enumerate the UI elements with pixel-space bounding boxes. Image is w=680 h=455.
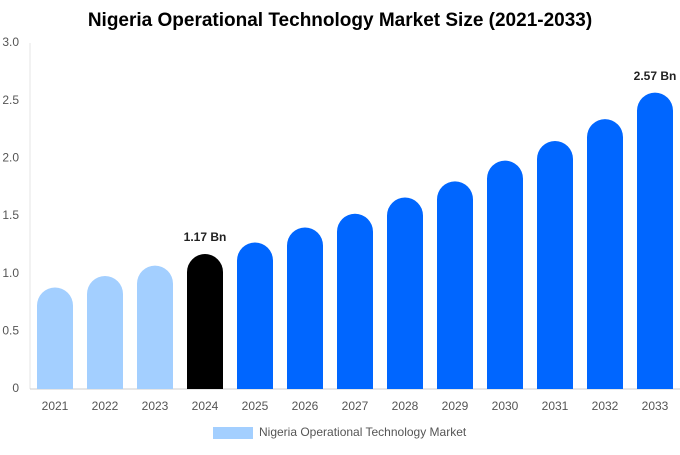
x-tick-label: 2025: [242, 399, 269, 413]
x-tick-label: 2023: [142, 399, 169, 413]
x-tick-label: 2021: [42, 399, 69, 413]
x-tick-label: 2027: [342, 399, 369, 413]
legend-label: Nigeria Operational Technology Market: [259, 425, 467, 439]
y-tick-label: 2.0: [2, 151, 19, 165]
data-label: 2.57 Bn: [634, 69, 677, 83]
chart-title: Nigeria Operational Technology Market Si…: [88, 10, 592, 31]
data-label: 1.17 Bn: [184, 230, 227, 244]
bar: [537, 141, 573, 389]
bar: [237, 242, 273, 389]
x-tick-label: 2031: [542, 399, 569, 413]
bar: [387, 197, 423, 389]
bar: [437, 181, 473, 389]
bar: [587, 119, 623, 389]
legend-swatch: [213, 427, 253, 439]
y-tick-label: 1.0: [2, 266, 19, 280]
x-tick-label: 2026: [292, 399, 319, 413]
y-tick-label: 3.0: [2, 35, 19, 49]
bar: [487, 160, 523, 389]
x-tick-label: 2029: [442, 399, 469, 413]
x-tick-label: 2028: [392, 399, 419, 413]
x-tick-label: 2030: [492, 399, 519, 413]
x-tick-label: 2032: [592, 399, 619, 413]
y-tick-label: 0.5: [2, 324, 19, 338]
bar: [87, 275, 123, 389]
x-tick-label: 2022: [92, 399, 119, 413]
x-tick-label: 2033: [642, 399, 669, 413]
y-tick-label: 2.5: [2, 93, 19, 107]
bar: [287, 227, 323, 389]
bar: [637, 92, 673, 390]
x-tick-label: 2024: [192, 399, 219, 413]
bar: [187, 254, 223, 389]
bar: [137, 265, 173, 389]
bar: [37, 287, 73, 389]
bar: [337, 213, 373, 389]
y-tick-label: 1.5: [2, 208, 19, 222]
y-tick-label: 0: [12, 381, 19, 395]
